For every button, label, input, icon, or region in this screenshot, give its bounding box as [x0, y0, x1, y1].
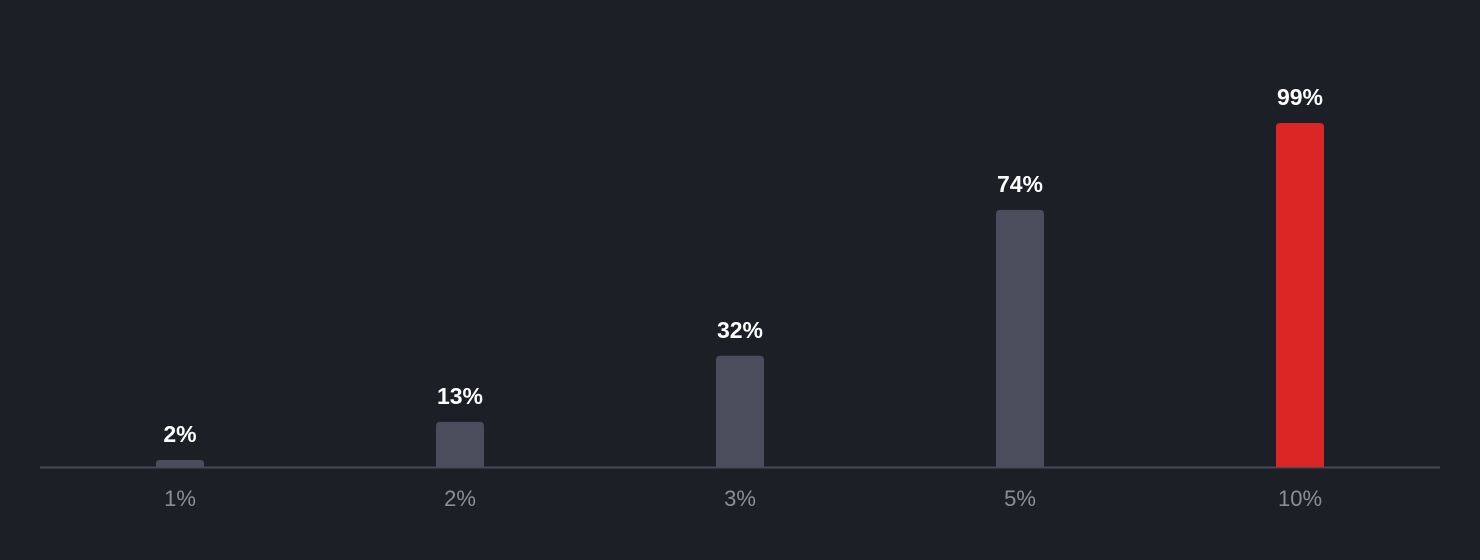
value-label: 2% [163, 421, 196, 447]
x-tick-label: 1% [164, 486, 196, 511]
value-label: 74% [997, 171, 1043, 197]
value-label: 13% [437, 383, 483, 409]
bar [716, 355, 764, 467]
value-label: 99% [1277, 84, 1323, 110]
x-tick-label: 5% [1004, 486, 1036, 511]
bar [436, 421, 484, 467]
bar [996, 209, 1044, 467]
x-tick-label: 10% [1278, 486, 1322, 511]
bar [1276, 123, 1324, 467]
x-tick-label: 3% [724, 486, 756, 511]
value-label: 32% [717, 317, 763, 343]
bar [156, 460, 204, 467]
x-tick-label: 2% [444, 486, 476, 511]
